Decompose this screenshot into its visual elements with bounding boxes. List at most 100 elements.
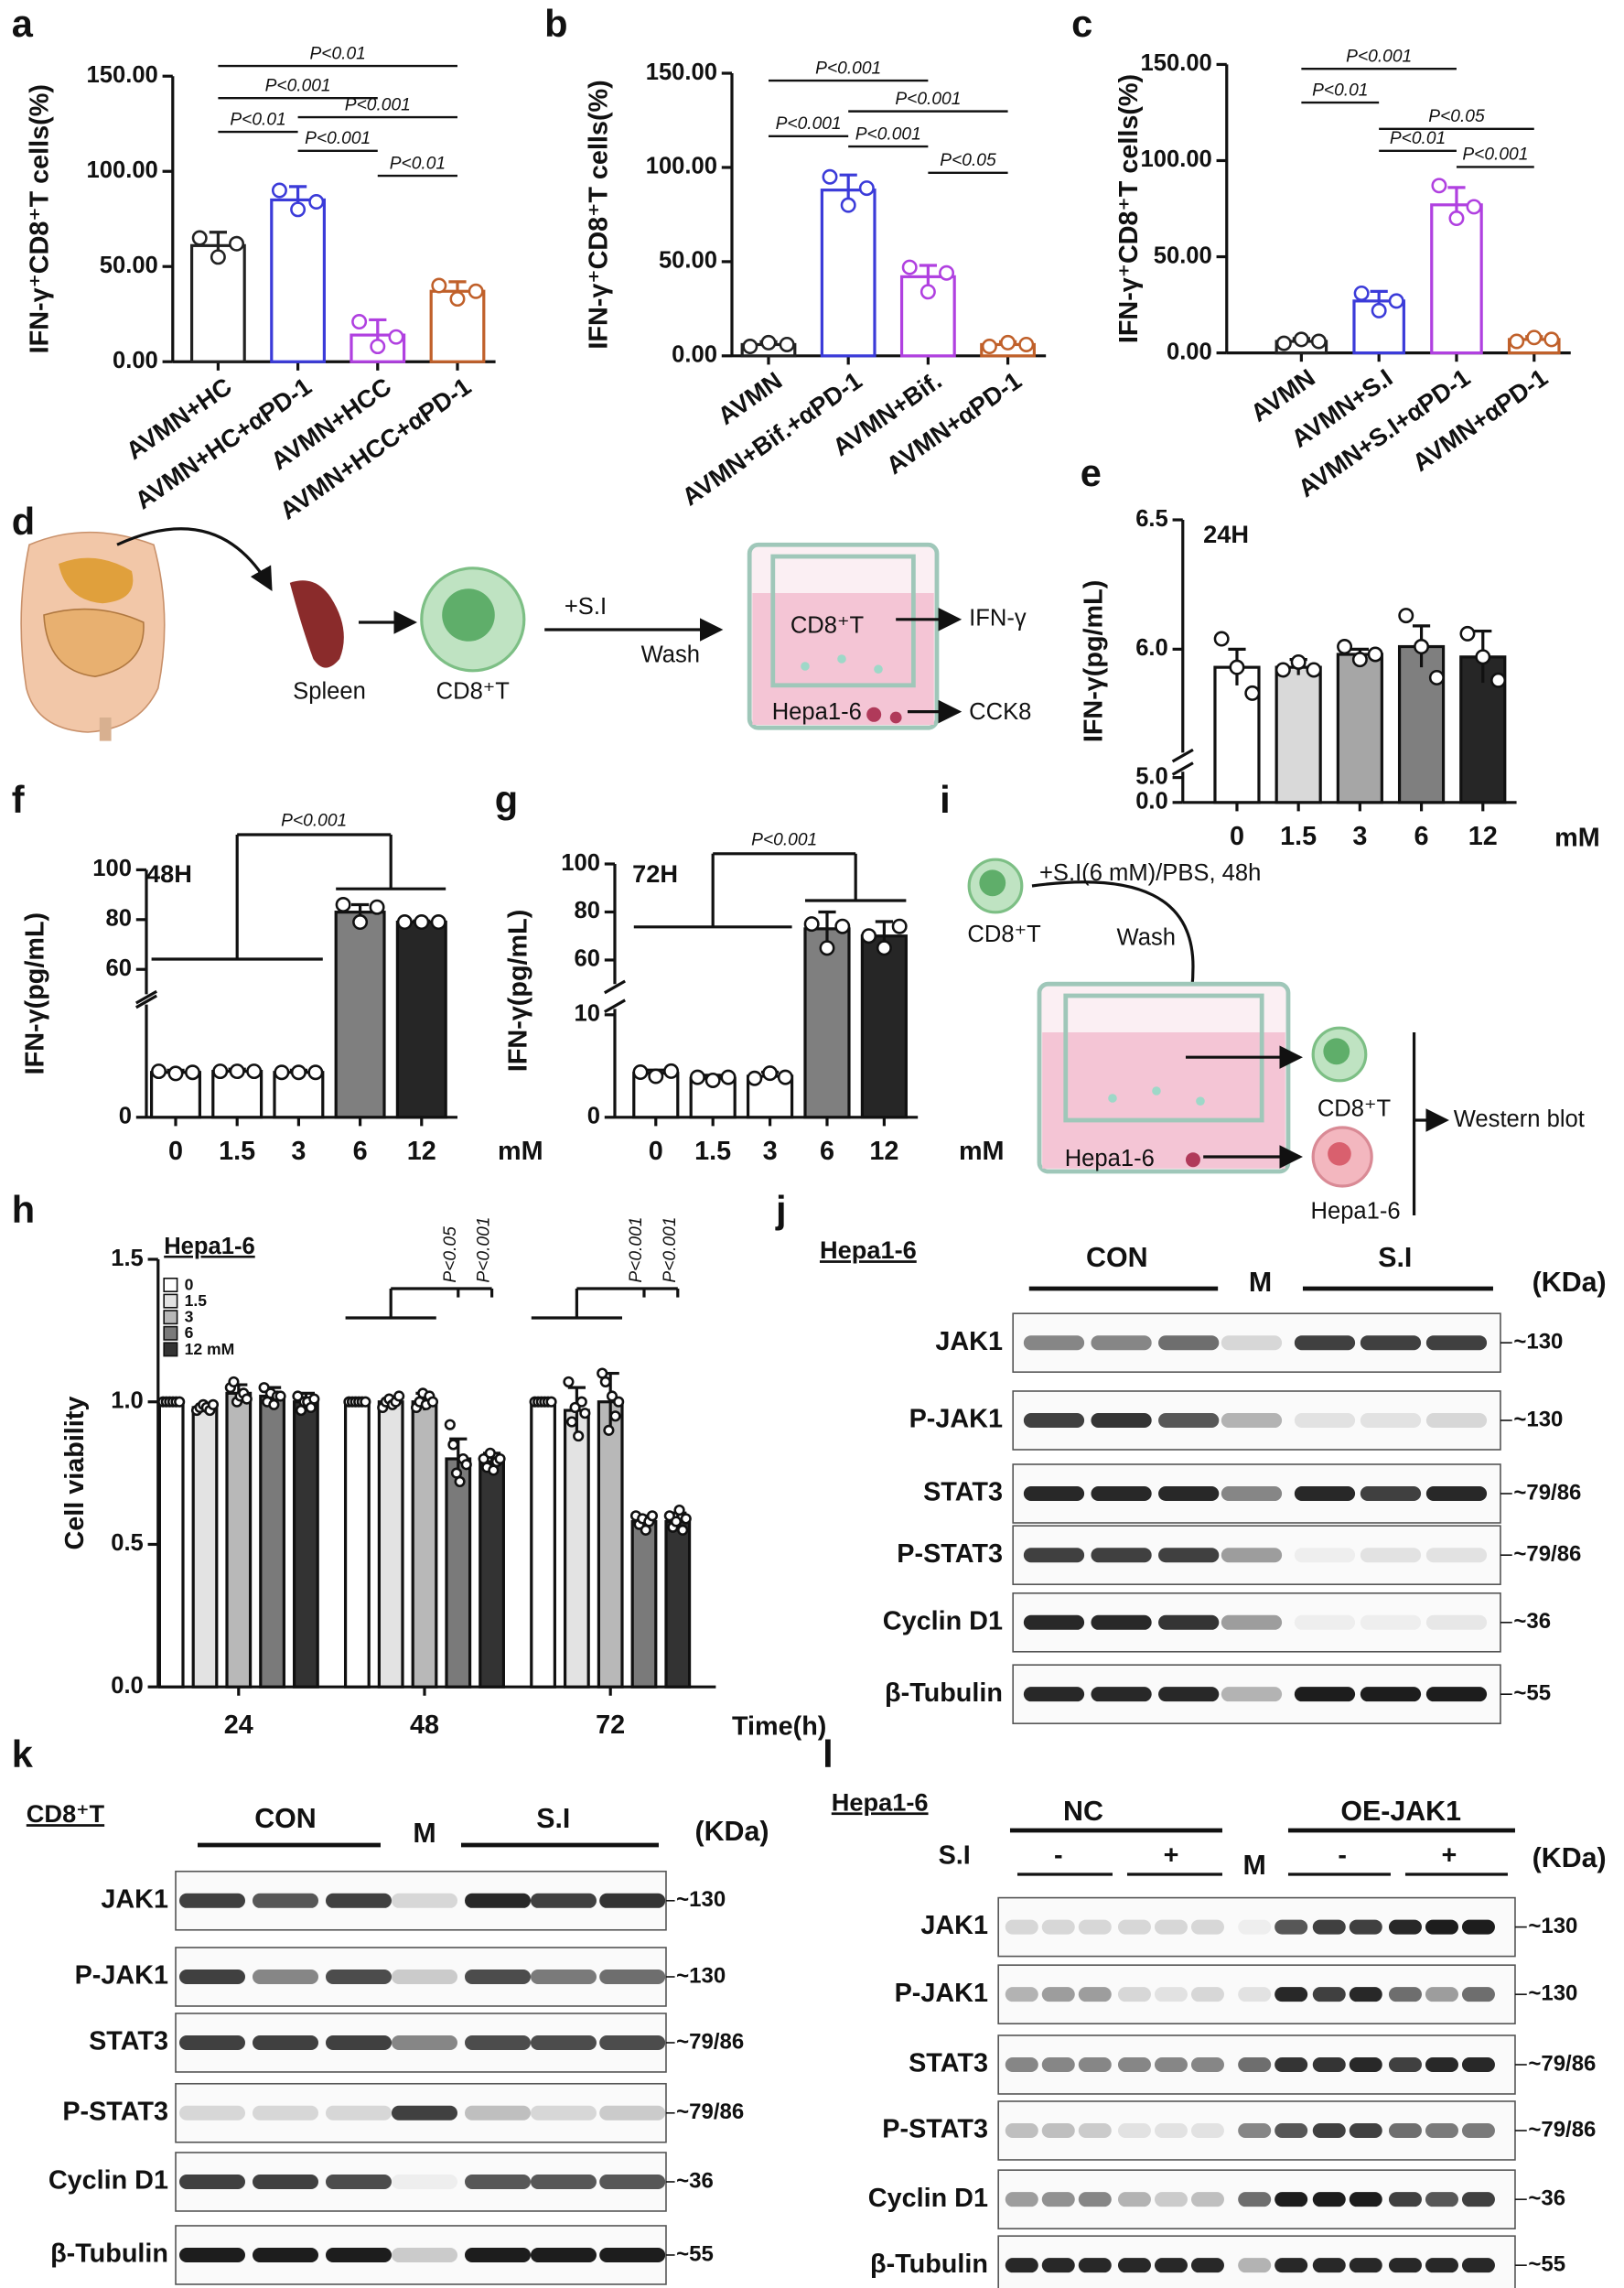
nucleus	[442, 588, 495, 642]
cell-dot	[837, 654, 846, 664]
data-point	[606, 1390, 618, 1402]
y-tick-label: 0.0	[1135, 789, 1168, 815]
data-point	[920, 284, 936, 300]
blot-band	[1294, 1485, 1356, 1501]
y-tick-label: 80	[575, 898, 600, 923]
size-label: ~130	[676, 1887, 726, 1912]
nucleus	[979, 869, 1006, 897]
panel-label: a	[12, 2, 34, 45]
blot-band	[1117, 1919, 1151, 1935]
row-label: β-Tubulin	[870, 2250, 988, 2279]
data-point	[1213, 631, 1230, 647]
row-label: P-STAT3	[882, 2115, 988, 2144]
data-point	[1448, 210, 1465, 227]
size-label: ~79/86	[1528, 2117, 1596, 2142]
blot-band	[391, 2034, 457, 2050]
blot-band	[325, 1969, 392, 1984]
blot-band	[1154, 1987, 1188, 2002]
data-point	[1293, 331, 1309, 348]
y-tick-label: 60	[575, 946, 600, 972]
intestine	[43, 608, 145, 678]
x-tick-label: 3	[763, 1137, 778, 1166]
blot-band	[1238, 2258, 1272, 2273]
y-axis-label: IFN-γ(pg/mL)	[1079, 580, 1108, 742]
blot-band	[1238, 2056, 1272, 2072]
blot-band	[1190, 2258, 1224, 2273]
blot-band	[1360, 1548, 1422, 1563]
x-tick-label: 1.5	[694, 1137, 731, 1166]
diagram-label: Spleen	[293, 679, 366, 705]
data-point	[360, 1396, 371, 1408]
data-point	[430, 914, 446, 931]
bar	[1336, 653, 1383, 804]
x-tick-label: 48	[410, 1711, 439, 1740]
chart-title: 48H	[146, 859, 192, 888]
data-point	[673, 1505, 685, 1516]
blot-band	[178, 2105, 245, 2121]
blot-band	[1221, 1548, 1283, 1563]
blot-band	[1078, 2122, 1112, 2138]
data-point	[1475, 649, 1491, 665]
y-tick-label: 50.00	[100, 253, 158, 278]
blot-band	[1425, 2122, 1458, 2138]
y-tick-label: 6.5	[1135, 506, 1168, 532]
bar	[334, 911, 386, 1119]
y-axis-label: IFN-γ⁺CD8⁺T cells(%)	[585, 80, 614, 349]
data-point	[292, 1390, 304, 1402]
diagram-label: CD8⁺T	[790, 613, 865, 639]
arrow	[116, 527, 273, 591]
y-tick-label: 100	[561, 850, 600, 876]
blot-band	[530, 1969, 597, 1984]
data-point	[1244, 685, 1261, 701]
x-tick-label: AVMN+αPD-1	[881, 366, 1027, 480]
data-point	[575, 1396, 587, 1408]
bar	[1274, 665, 1322, 804]
blot-band	[1005, 2258, 1038, 2273]
blot-band	[1190, 2056, 1224, 2072]
data-point	[663, 1063, 680, 1079]
data-point	[207, 1398, 220, 1410]
blot-title: Hepa1-6	[820, 1236, 917, 1264]
y-tick-label: 0.00	[672, 342, 717, 368]
nucleus	[1323, 1038, 1350, 1065]
blot-band	[1388, 1919, 1422, 1935]
blot-band	[530, 2247, 597, 2262]
y-tick-label: 150.00	[1141, 50, 1212, 76]
x-axis-label: Time(h)	[732, 1712, 826, 1742]
data-point	[981, 339, 997, 355]
y-tick-label: 0.00	[1167, 339, 1212, 364]
bar	[803, 927, 851, 1119]
data-point	[565, 1416, 578, 1428]
row-label: P-JAK1	[895, 1979, 988, 2008]
blot-band	[530, 2034, 597, 2050]
data-point	[212, 1063, 229, 1080]
data-point	[891, 918, 908, 934]
bar	[292, 1400, 319, 1689]
data-point	[1306, 662, 1322, 678]
y-tick-label: 100.00	[87, 157, 158, 183]
panel-label: e	[1081, 451, 1102, 494]
diagram-d: Spleen CD8⁺T +S.I Wash CD8⁺T IFN-γ Hepa1…	[20, 527, 1031, 741]
blot-band	[252, 1893, 318, 1908]
significance-label: P<0.001	[815, 59, 881, 78]
blot-band	[1425, 1485, 1488, 1501]
blot-band	[1078, 1987, 1112, 2002]
significance-label: P<0.001	[1346, 47, 1412, 66]
blot-band	[1158, 1485, 1220, 1501]
size-label: ~79/86	[676, 2029, 744, 2054]
blot-band	[1312, 2122, 1346, 2138]
blot-band	[1041, 2192, 1075, 2207]
blot-band	[1388, 2056, 1422, 2072]
y-tick-label: 100.00	[1141, 146, 1212, 172]
blot-band	[1312, 1987, 1346, 2002]
data-point	[670, 1516, 683, 1527]
data-point	[613, 1396, 625, 1408]
panel-label: d	[12, 500, 35, 543]
blot-band	[1158, 1687, 1220, 1702]
blot-band	[1117, 2056, 1151, 2072]
blot-band	[1117, 2192, 1151, 2207]
blot-band	[1349, 2122, 1382, 2138]
stomach	[58, 557, 134, 604]
rectum	[99, 718, 112, 741]
blot-band	[391, 2174, 457, 2189]
